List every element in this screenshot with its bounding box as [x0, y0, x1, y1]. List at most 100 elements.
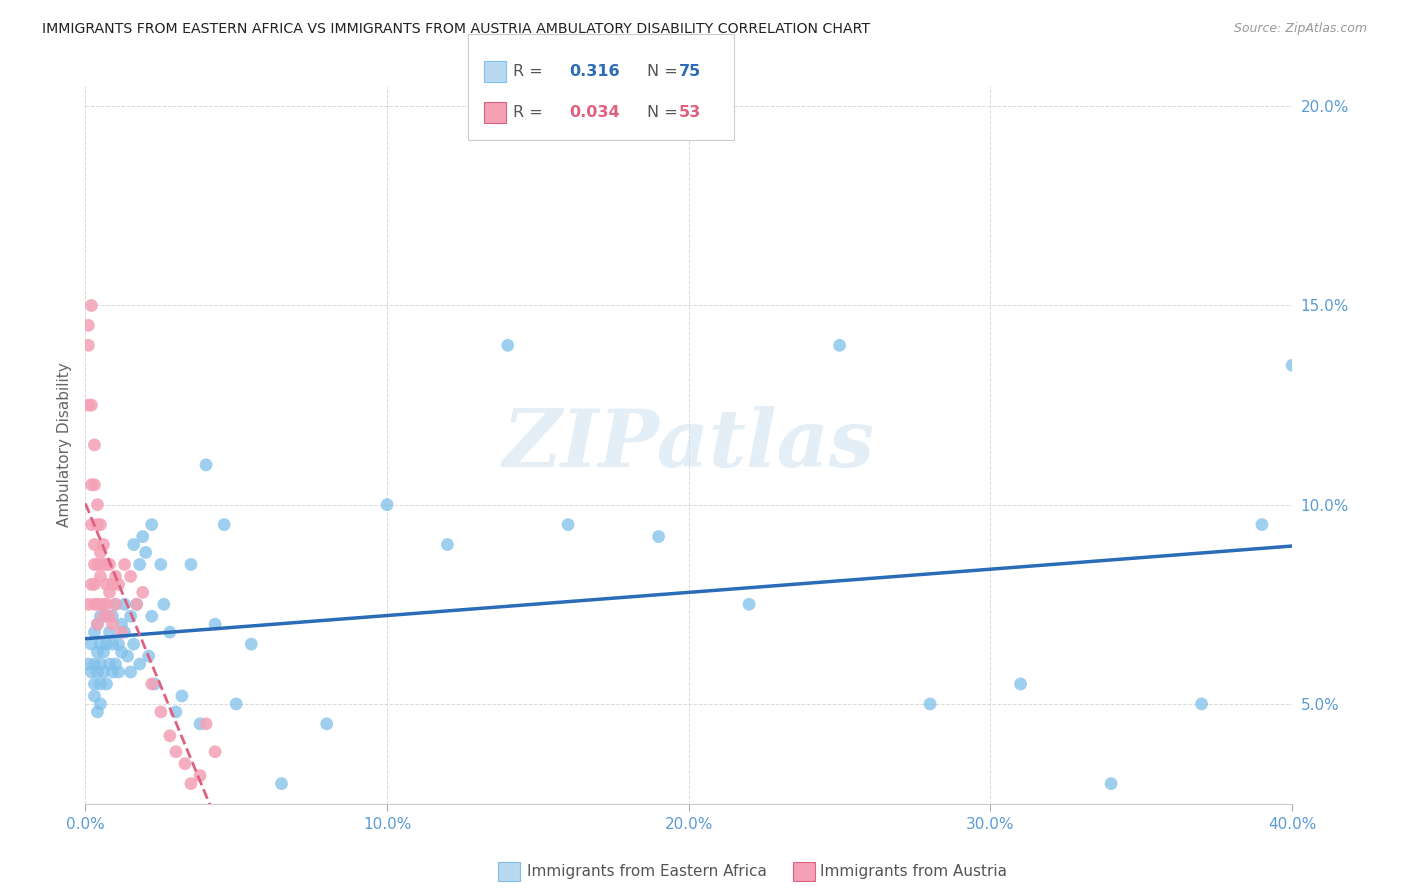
- Point: [98, 585, 121, 599]
- Point: [93, 665, 115, 679]
- Text: Immigrants from Austria: Immigrants from Austria: [820, 864, 1007, 879]
- Point: [101, 609, 124, 624]
- Point: [1010, 677, 1032, 691]
- Point: [212, 517, 235, 532]
- Point: [89, 545, 111, 559]
- Point: [240, 637, 263, 651]
- Point: [86, 617, 108, 632]
- Point: [165, 705, 187, 719]
- Point: [101, 617, 124, 632]
- Point: [93, 558, 115, 572]
- Text: 0.316: 0.316: [569, 64, 620, 79]
- Point: [153, 597, 176, 611]
- Point: [1191, 697, 1213, 711]
- Text: Immigrants from Eastern Africa: Immigrants from Eastern Africa: [527, 864, 768, 879]
- Point: [96, 609, 118, 624]
- Point: [83, 577, 105, 591]
- Point: [89, 609, 111, 624]
- Point: [195, 716, 218, 731]
- Text: N =: N =: [647, 105, 683, 120]
- Point: [86, 597, 108, 611]
- Point: [120, 609, 142, 624]
- Point: [80, 477, 103, 491]
- Point: [104, 597, 127, 611]
- Point: [180, 776, 202, 790]
- Point: [77, 398, 100, 412]
- Point: [89, 697, 111, 711]
- Point: [96, 577, 118, 591]
- Point: [101, 665, 124, 679]
- Point: [110, 625, 132, 640]
- Point: [83, 657, 105, 671]
- Point: [107, 665, 129, 679]
- Point: [107, 637, 129, 651]
- Y-axis label: Ambulatory Disability: Ambulatory Disability: [58, 362, 72, 527]
- Point: [828, 338, 851, 352]
- Point: [77, 338, 100, 352]
- Text: 53: 53: [679, 105, 702, 120]
- Text: N =: N =: [647, 64, 683, 79]
- Point: [170, 689, 193, 703]
- Point: [159, 625, 181, 640]
- Point: [128, 657, 150, 671]
- Point: [104, 569, 127, 583]
- Point: [114, 625, 136, 640]
- Point: [141, 517, 163, 532]
- Point: [188, 769, 211, 783]
- Point: [143, 677, 166, 691]
- Point: [1099, 776, 1122, 790]
- Point: [141, 677, 163, 691]
- Point: [122, 537, 145, 551]
- Point: [89, 677, 111, 691]
- Point: [131, 585, 153, 599]
- Point: [86, 517, 108, 532]
- Point: [89, 569, 111, 583]
- Point: [738, 597, 761, 611]
- Point: [174, 756, 197, 771]
- Point: [83, 558, 105, 572]
- Point: [122, 637, 145, 651]
- Point: [120, 569, 142, 583]
- Point: [83, 438, 105, 452]
- Point: [149, 705, 172, 719]
- Point: [80, 298, 103, 312]
- Point: [86, 498, 108, 512]
- Text: 75: 75: [679, 64, 702, 79]
- Point: [80, 517, 103, 532]
- Point: [149, 558, 172, 572]
- Point: [647, 530, 669, 544]
- Point: [98, 625, 121, 640]
- Point: [204, 617, 226, 632]
- Point: [375, 498, 398, 512]
- Point: [159, 729, 181, 743]
- Point: [104, 597, 127, 611]
- Text: Source: ZipAtlas.com: Source: ZipAtlas.com: [1233, 22, 1367, 36]
- Point: [89, 597, 111, 611]
- Point: [125, 597, 148, 611]
- Point: [96, 597, 118, 611]
- Point: [80, 637, 103, 651]
- Point: [86, 645, 108, 659]
- Point: [195, 458, 218, 472]
- Point: [104, 657, 127, 671]
- Point: [80, 398, 103, 412]
- Text: ZIPatlas: ZIPatlas: [503, 406, 875, 483]
- Point: [1281, 358, 1303, 372]
- Point: [86, 617, 108, 632]
- Text: R =: R =: [513, 64, 548, 79]
- Point: [101, 637, 124, 651]
- Point: [188, 716, 211, 731]
- Point: [436, 537, 458, 551]
- Point: [117, 649, 139, 664]
- Text: IMMIGRANTS FROM EASTERN AFRICA VS IMMIGRANTS FROM AUSTRIA AMBULATORY DISABILITY : IMMIGRANTS FROM EASTERN AFRICA VS IMMIGR…: [42, 22, 870, 37]
- Point: [141, 609, 163, 624]
- Point: [86, 558, 108, 572]
- Point: [89, 637, 111, 651]
- Point: [86, 705, 108, 719]
- Point: [135, 545, 157, 559]
- Point: [138, 649, 160, 664]
- Point: [98, 609, 121, 624]
- Text: 0.034: 0.034: [569, 105, 620, 120]
- Point: [920, 697, 942, 711]
- Point: [89, 657, 111, 671]
